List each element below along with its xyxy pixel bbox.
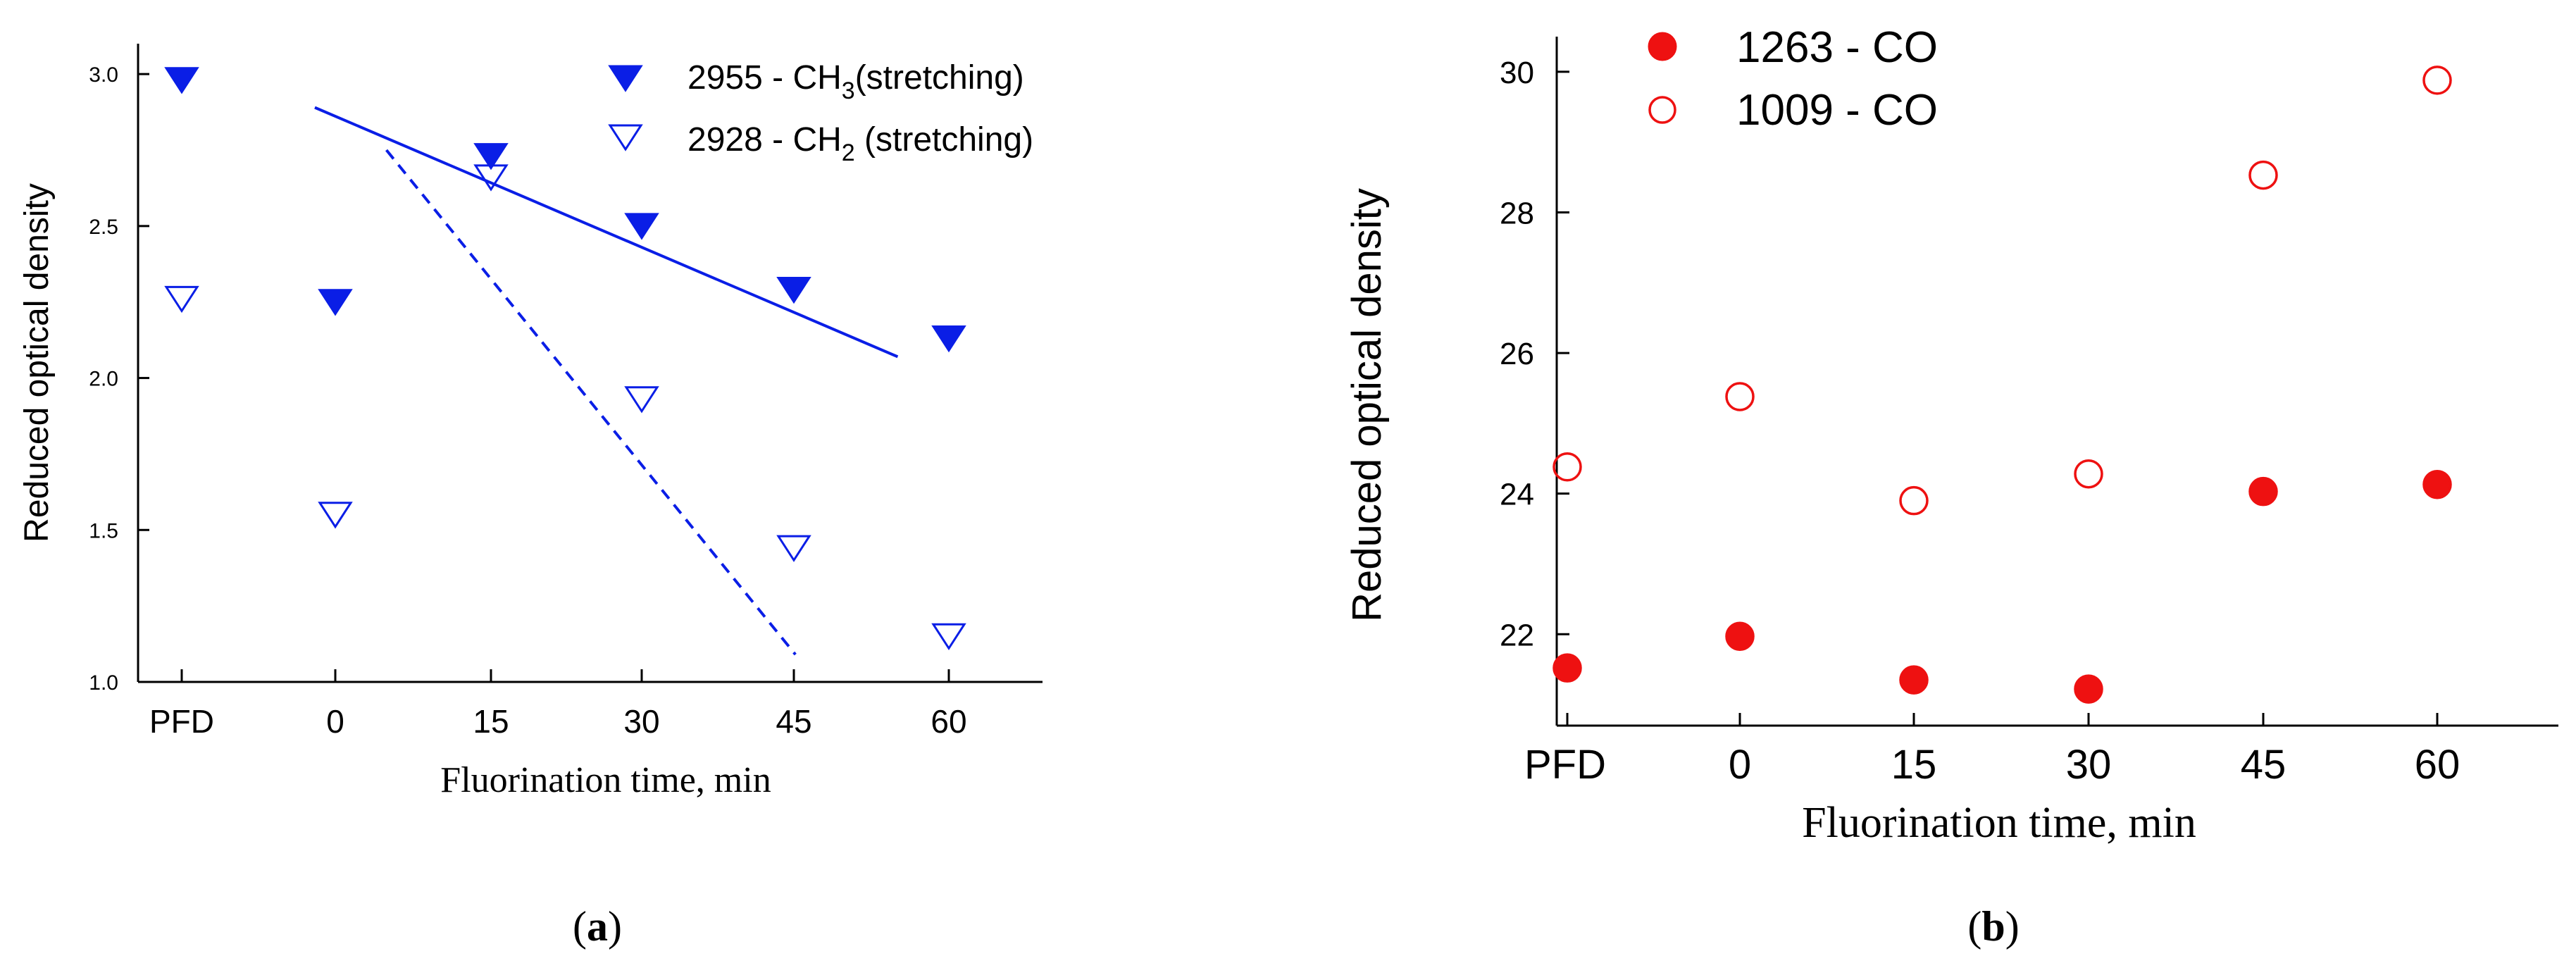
panel-b-y-axis-title: Reduced optical density	[1344, 188, 1390, 622]
legend-marker-filled-triangle	[608, 65, 643, 92]
point-ch2-0	[318, 502, 353, 529]
panel-b-x-ticks: PFD 0 15 30 45 60	[1524, 713, 2460, 788]
panel-a-y-tick-label: 1.5	[89, 519, 118, 542]
panel-a-x-axis-title: Fluorination time, min	[440, 760, 771, 800]
point-1009-0	[1725, 382, 1755, 411]
legend-marker-filled-circle	[1648, 32, 1677, 61]
panel-b: 22 24 26 28 30 PFD 0 15 30 45 60 1263 - CO 1009 -…	[1344, 23, 2558, 950]
point-1263-30	[2074, 674, 2103, 704]
panel-a-data-points	[164, 67, 966, 651]
point-1263-PFD	[1553, 653, 1582, 683]
panel-b-x-tick-label: 45	[2241, 742, 2286, 788]
point-ch3-PFD	[164, 67, 199, 94]
point-ch2-60	[931, 623, 966, 651]
panel-b-legend: 1263 - CO 1009 - CO	[1648, 23, 1938, 135]
legend-marker-open-triangle	[608, 124, 643, 151]
panel-a-y-axis-title: Reduced optical density	[18, 183, 56, 542]
point-1263-45	[2248, 476, 2278, 507]
point-1009-30	[2074, 459, 2103, 489]
panel-a-x-tick-label: 0	[326, 703, 344, 740]
point-1263-0	[1725, 621, 1755, 652]
panel-b-y-tick-label: 30	[1500, 56, 1534, 90]
point-ch3-15	[473, 143, 509, 170]
panel-a-label: (a)	[573, 903, 622, 950]
point-1009-PFD	[1553, 452, 1582, 482]
point-ch3-45	[776, 276, 811, 304]
panel-b-x-tick-label: 30	[2066, 742, 2112, 788]
panel-b-label: (b)	[1967, 903, 2019, 950]
panel-a-x-tick-label: 60	[931, 703, 966, 740]
legend-entry-ch2: 2928 - CH2 (stretching)	[687, 121, 1033, 166]
panel-b-x-tick-label: 15	[1891, 742, 1937, 788]
point-1263-15	[1899, 665, 1929, 695]
panel-a-x-tick-label: 30	[623, 703, 659, 740]
panel-a-y-tick-label: 2.0	[89, 368, 118, 391]
point-ch2-45	[776, 535, 811, 562]
point-ch2-30	[624, 386, 659, 414]
panel-a: 1.0 1.5 2.0 2.5 3.0 PFD 0 15 30 45 60 2955 - CH3(…	[18, 44, 1043, 950]
legend-marker-open-circle	[1648, 96, 1676, 124]
point-ch2-15	[473, 164, 509, 192]
point-ch2-PFD	[164, 285, 199, 313]
panel-b-y-ticks: 22 24 26 28 30	[1500, 56, 1569, 652]
point-1009-15	[1899, 485, 1929, 516]
panel-a-x-tick-label: 15	[473, 703, 509, 740]
panel-b-x-tick-label: 60	[2415, 742, 2460, 788]
legend-entry-ch3: 2955 - CH3(stretching)	[687, 59, 1024, 104]
point-1009-45	[2248, 160, 2278, 190]
point-1009-60	[2422, 66, 2452, 95]
panel-a-y-ticks: 1.0 1.5 2.0 2.5 3.0	[89, 63, 149, 695]
panel-a-x-tick-label: 45	[776, 703, 811, 740]
panel-b-x-axis-title: Fluorination time, min	[1802, 799, 2196, 847]
panel-b-y-tick-label: 24	[1500, 478, 1534, 512]
panel-b-x-tick-label: PFD	[1524, 742, 1606, 788]
panel-a-trend-solid	[314, 106, 899, 359]
point-ch3-0	[318, 289, 353, 316]
panel-b-data-points	[1553, 66, 2452, 704]
panel-a-y-tick-label: 2.5	[89, 216, 118, 239]
panel-a-legend: 2955 - CH3(stretching) 2928 - CH2 (stret…	[608, 59, 1033, 166]
panel-a-y-tick-label: 1.0	[89, 671, 118, 695]
panel-b-x-tick-label: 0	[1729, 742, 1751, 788]
point-ch3-60	[931, 325, 966, 353]
legend-entry-1263: 1263 - CO	[1736, 23, 1938, 72]
panel-b-y-tick-label: 22	[1500, 618, 1534, 652]
panel-a-x-tick-label: PFD	[149, 703, 214, 740]
point-ch3-30	[624, 213, 659, 240]
panel-b-y-tick-label: 26	[1500, 337, 1534, 371]
panel-a-trend-lines	[314, 106, 899, 656]
panel-a-trend-dashed	[385, 149, 797, 656]
legend-entry-1009: 1009 - CO	[1736, 86, 1938, 135]
panel-a-x-ticks: PFD 0 15 30 45 60	[149, 669, 967, 740]
panel-a-y-tick-label: 3.0	[89, 63, 118, 87]
point-1263-60	[2422, 469, 2452, 499]
panel-b-y-tick-label: 28	[1500, 196, 1534, 230]
